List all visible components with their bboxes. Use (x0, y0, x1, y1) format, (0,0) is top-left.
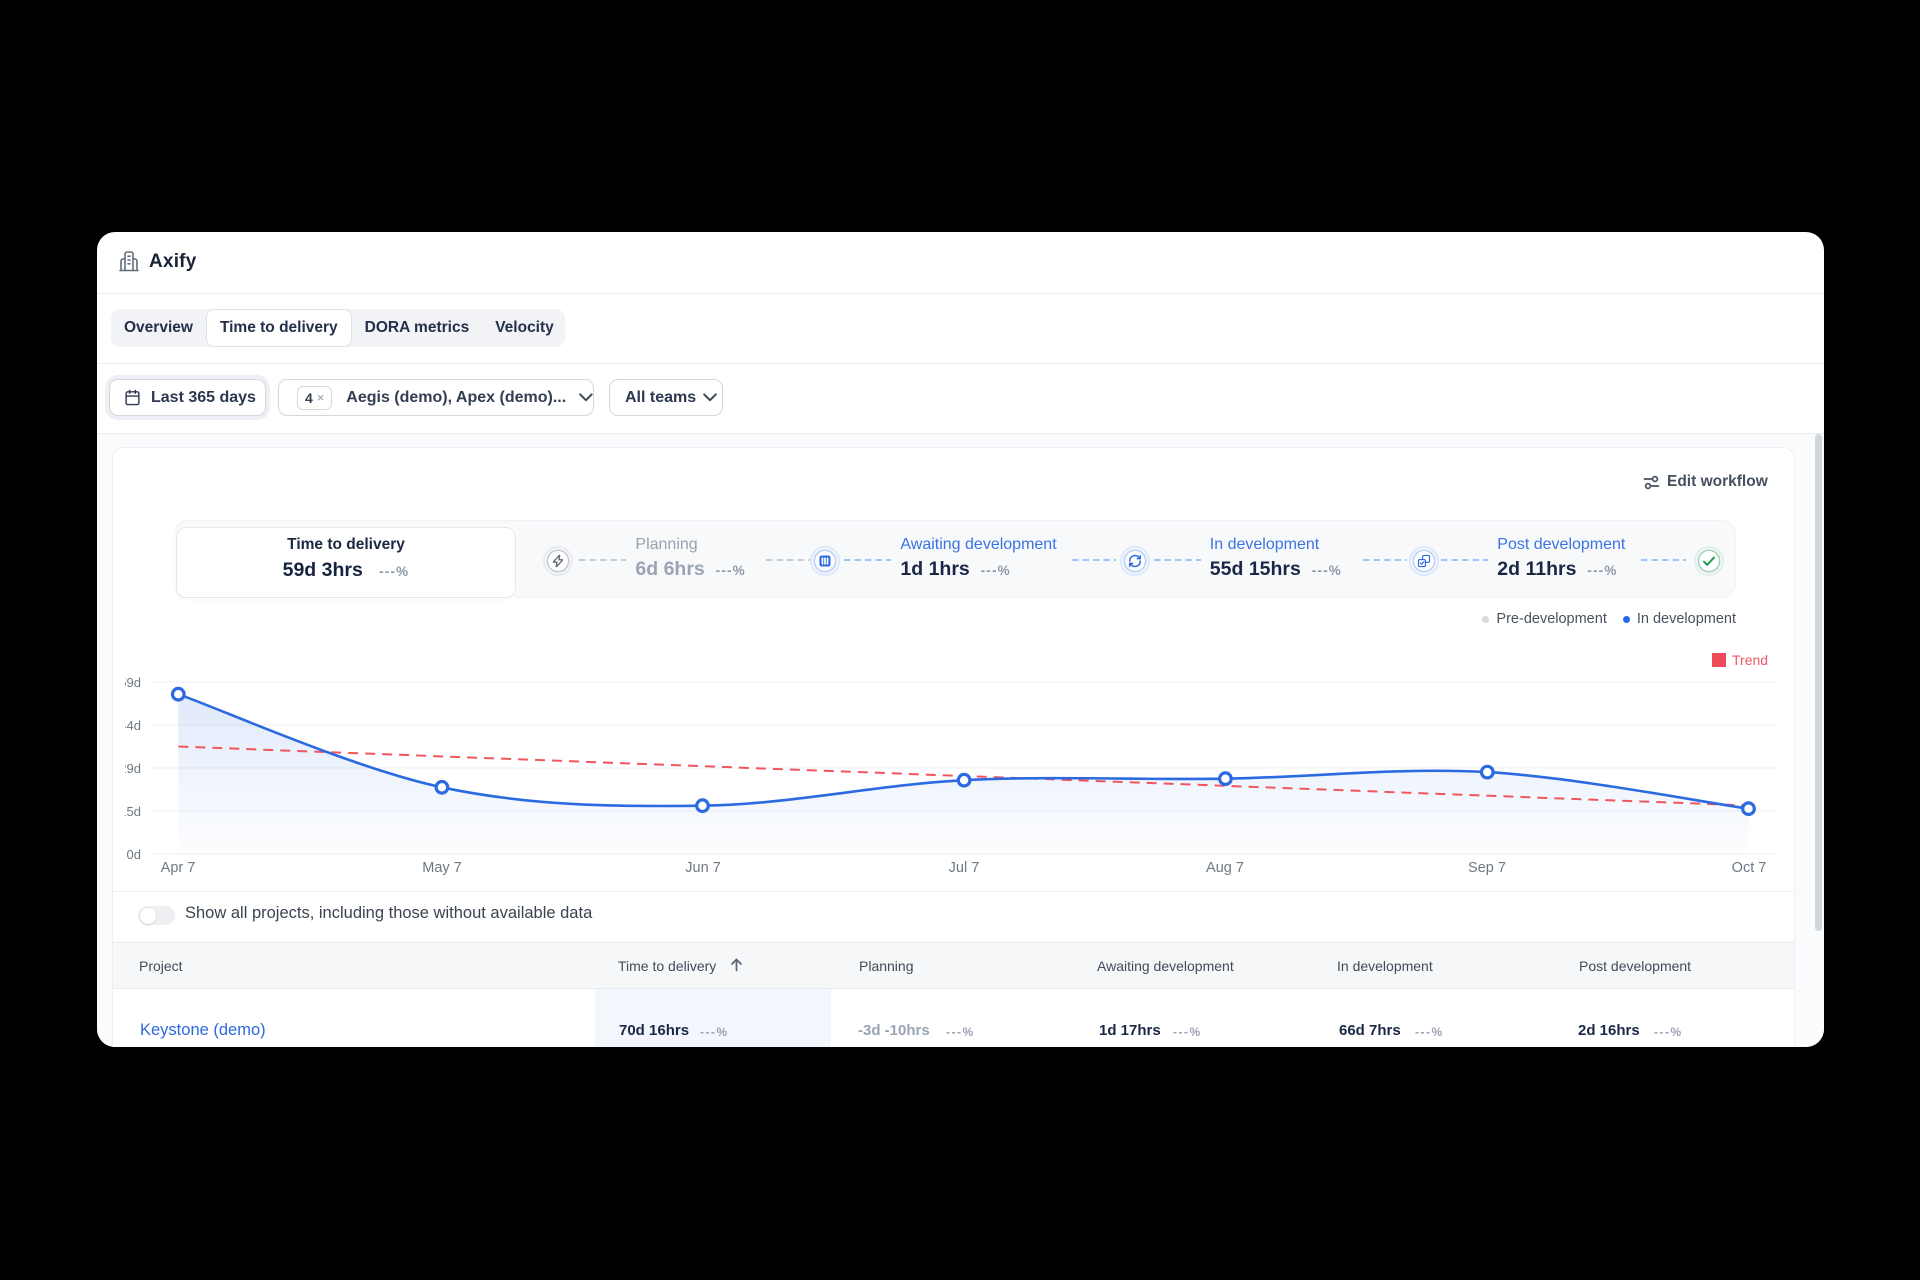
svg-text:Oct 7: Oct 7 (1732, 860, 1767, 876)
svg-text:May 7: May 7 (422, 860, 462, 876)
svg-text:Jul 7: Jul 7 (949, 860, 980, 876)
svg-text:Aug 7: Aug 7 (1206, 860, 1244, 876)
svg-text:Jun 7: Jun 7 (685, 860, 720, 876)
svg-text:Apr 7: Apr 7 (161, 860, 196, 876)
svg-text:Sep 7: Sep 7 (1468, 860, 1506, 876)
